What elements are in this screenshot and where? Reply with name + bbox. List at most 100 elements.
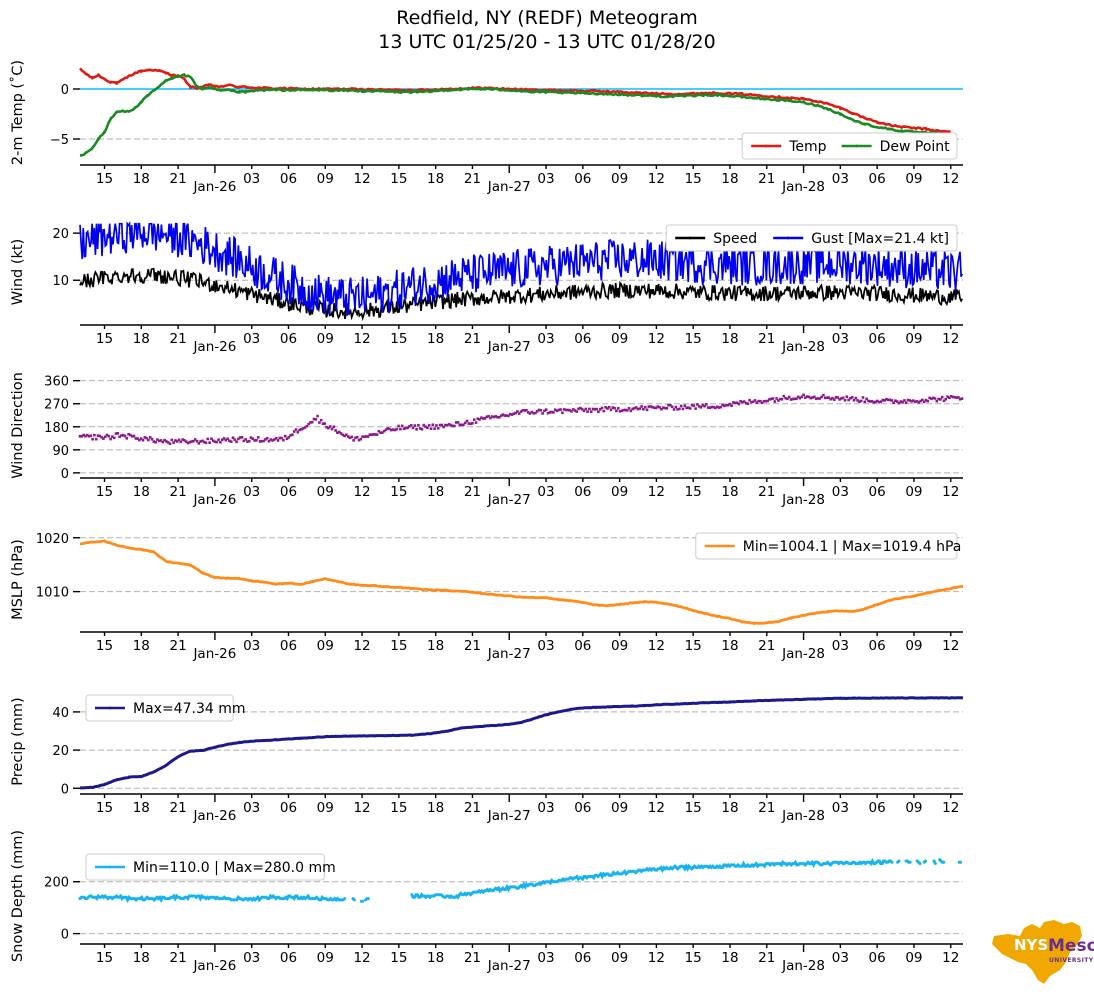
x-tick-label: 18 <box>133 484 150 500</box>
x-tick-label: 15 <box>685 171 702 187</box>
x-tick-label: 03 <box>832 484 849 500</box>
y-tick-label: 0 <box>61 467 69 482</box>
x-tick-label: 09 <box>317 484 334 500</box>
x-tick-label: 21 <box>170 950 187 966</box>
page-subtitle: 13 UTC 01/25/20 - 13 UTC 01/28/20 <box>378 31 715 53</box>
y-tick-label: 0 <box>61 782 69 797</box>
y-tick-label: 1020 <box>36 532 69 547</box>
y-tick-label: 10 <box>52 274 69 289</box>
x-tick-label: 15 <box>685 484 702 500</box>
x-tick-label: 12 <box>353 950 370 966</box>
x-tick-label: 09 <box>317 950 334 966</box>
x-tick-label: 03 <box>243 950 260 966</box>
x-tick-label: 03 <box>243 171 260 187</box>
x-tick-label: 12 <box>353 638 370 654</box>
x-tick-label: 21 <box>758 638 775 654</box>
x-tick-label: 03 <box>243 484 260 500</box>
x-tick-label: 09 <box>317 638 334 654</box>
x-tick-label: 09 <box>905 171 922 187</box>
x-tick-label: 12 <box>648 331 665 347</box>
x-tick-label: 21 <box>464 638 481 654</box>
y-axis-label: Wind (kt) <box>10 239 26 305</box>
x-tick-label: 18 <box>427 484 444 500</box>
x-tick-label: 09 <box>317 171 334 187</box>
x-tick-label: 15 <box>685 950 702 966</box>
x-tick-label: 21 <box>758 331 775 347</box>
x-tick-label: 06 <box>869 331 886 347</box>
x-tick-label: 18 <box>721 171 738 187</box>
x-tick-label: Jan-26 <box>192 492 236 508</box>
x-tick-label: 18 <box>427 800 444 816</box>
x-tick-label: 12 <box>942 171 959 187</box>
x-tick-label: 12 <box>353 484 370 500</box>
x-tick-label: 12 <box>353 331 370 347</box>
x-tick-label: Jan-27 <box>487 492 531 508</box>
x-tick-label: 15 <box>96 638 113 654</box>
legend-entry-label: Speed <box>713 231 757 247</box>
x-tick-label: 06 <box>574 638 591 654</box>
x-tick-label: Jan-27 <box>487 808 531 824</box>
x-tick-label: 21 <box>464 331 481 347</box>
x-tick-label: 12 <box>648 171 665 187</box>
new-york-state-shape <box>992 920 1082 984</box>
x-tick-label: 15 <box>390 950 407 966</box>
x-tick-label: Jan-28 <box>781 492 825 508</box>
x-tick-label: 12 <box>942 800 959 816</box>
y-tick-label: 0 <box>61 928 69 943</box>
y-tick-label: −5 <box>50 133 69 148</box>
x-tick-label: Jan-26 <box>192 339 236 355</box>
x-tick-label: 15 <box>96 800 113 816</box>
panel-group: 0 −5 2-m Temp (˚C) 15 18 21 Jan-26 03 06 09 12 15 18… <box>9 60 964 974</box>
logo-university-text: UNIVERSITY AT ALBANY <box>1049 957 1094 964</box>
series-line-precip <box>80 696 964 790</box>
y-tick-label: 360 <box>44 375 69 390</box>
x-tick-label: 03 <box>537 331 554 347</box>
x-tick-label: 12 <box>648 950 665 966</box>
y-axis-label: MSLP (hPa) <box>10 539 26 620</box>
x-tick-label: 03 <box>243 331 260 347</box>
y-tick-label: 270 <box>44 398 69 413</box>
x-tick-label: 18 <box>721 331 738 347</box>
series-line-dew-point <box>80 73 939 157</box>
x-tick-label: 18 <box>427 331 444 347</box>
x-tick-label: Jan-26 <box>192 808 236 824</box>
series-line-speed <box>79 267 963 322</box>
x-tick-label: Jan-27 <box>487 179 531 195</box>
x-tick-label: 09 <box>905 331 922 347</box>
x-tick-label: Jan-26 <box>192 646 236 662</box>
x-tick-label: 21 <box>170 638 187 654</box>
x-tick-label: 15 <box>390 800 407 816</box>
logo-nys-text: NYS <box>1014 936 1048 954</box>
x-tick-label: 12 <box>942 638 959 654</box>
x-tick-label: Jan-28 <box>781 808 825 824</box>
x-tick-label: 15 <box>390 638 407 654</box>
x-tick-label: 21 <box>758 171 775 187</box>
x-tick-label: 09 <box>611 950 628 966</box>
y-tick-label: 0 <box>61 83 69 98</box>
x-tick-label: 06 <box>280 950 297 966</box>
x-tick-label: 18 <box>427 950 444 966</box>
x-tick-label: 21 <box>464 800 481 816</box>
x-tick-label: Jan-28 <box>781 646 825 662</box>
x-tick-label: 21 <box>758 800 775 816</box>
x-tick-label: 09 <box>317 800 334 816</box>
legend-entry-label: Gust [Max=21.4 kt] <box>811 231 949 247</box>
x-tick-label: 06 <box>869 638 886 654</box>
x-tick-label: 15 <box>96 484 113 500</box>
y-tick-label: 180 <box>44 421 69 436</box>
legend-entry-label: Temp <box>788 139 826 155</box>
x-tick-label: 15 <box>390 171 407 187</box>
x-tick-label: 09 <box>611 638 628 654</box>
x-tick-label: 03 <box>832 171 849 187</box>
y-tick-label: 20 <box>52 744 69 759</box>
x-tick-label: 06 <box>280 331 297 347</box>
x-tick-label: 06 <box>574 331 591 347</box>
x-tick-label: 03 <box>537 638 554 654</box>
x-tick-label: 09 <box>905 638 922 654</box>
panel-temperature: 0 −5 2-m Temp (˚C) 15 18 21 Jan-26 03 06 09 12 15 18… <box>9 60 963 195</box>
x-tick-label: 03 <box>832 638 849 654</box>
x-tick-label: Jan-27 <box>487 339 531 355</box>
x-tick-label: 06 <box>280 800 297 816</box>
